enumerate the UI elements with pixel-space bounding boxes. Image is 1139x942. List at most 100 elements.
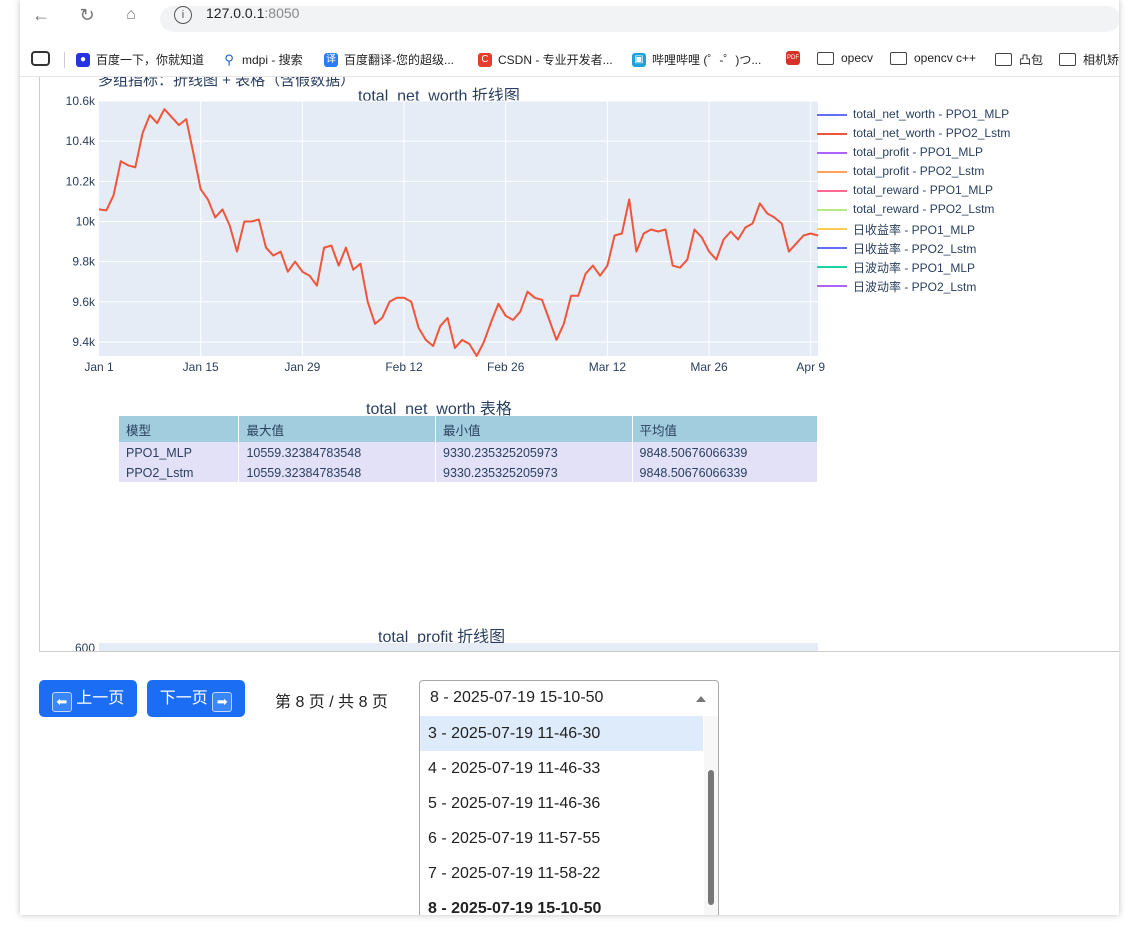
net-worth-line-chart[interactable]: 9.4k 9.6k 9.8k 10k 10.2k 10.4k 10.6k Jan 12023 J… bbox=[40, 77, 840, 377]
pdf-icon: PDF bbox=[786, 51, 800, 65]
bookmark-mdpi-search[interactable]: ⚲ mdpi - 搜索 bbox=[222, 51, 302, 68]
x-tick-label: Feb 26 bbox=[487, 360, 525, 374]
reload-icon[interactable]: ↻ bbox=[79, 5, 95, 25]
dropdown-arrow-icon[interactable] bbox=[696, 696, 706, 702]
x-tick-label: Apr 9 bbox=[796, 360, 825, 374]
prev-page-button[interactable]: ⬅ 上一页 bbox=[39, 680, 137, 717]
table-row: PPO2_Lstm 10559.32384783548 9330.235325205… bbox=[119, 462, 819, 482]
bookmark-folder-opecv[interactable]: opecv bbox=[817, 51, 873, 65]
dropdown-scroll-thumb[interactable] bbox=[708, 770, 714, 905]
arrow-right-icon: ➡ bbox=[212, 692, 233, 712]
dropdown-scrollbar[interactable] bbox=[704, 716, 718, 915]
legend-swatch bbox=[817, 228, 847, 230]
x-tick-label: Jan 29 bbox=[284, 360, 320, 374]
dropdown-option[interactable]: 6 - 2025-07-19 11-57-55 bbox=[428, 830, 601, 847]
legend-swatch bbox=[817, 171, 847, 173]
next-chart-plot-bg bbox=[99, 643, 818, 651]
address-bar[interactable]: i 127.0.0.1:8050 bbox=[160, 5, 1119, 32]
legend-label: total_net_worth - PPO1_MLP bbox=[853, 107, 1010, 121]
page-heading: 多组指标：折线图 + 表格（含假数据） bbox=[98, 77, 356, 89]
x-tick-label: Feb 12 bbox=[385, 360, 423, 374]
y-tick-label: 9.6k bbox=[72, 295, 96, 309]
y-tick-label: 10.4k bbox=[66, 134, 96, 148]
folder-icon bbox=[1059, 53, 1076, 66]
bookmark-pdf[interactable]: PDF bbox=[786, 51, 806, 65]
legend-label: total_profit - PPO1_MLP bbox=[853, 145, 984, 159]
site-info-icon[interactable]: i bbox=[174, 6, 192, 24]
table-cell: PPO1_MLP bbox=[119, 442, 240, 462]
table-cell: 10559.32384783548 bbox=[238, 442, 436, 462]
run-select-menu[interactable]: 8 - 2025-07-19 15-10-50 7 - 2025-07-19 11… bbox=[419, 716, 719, 915]
legend-swatch bbox=[817, 133, 847, 135]
table-cell: 9330.235325205973 bbox=[435, 442, 633, 462]
table-header-cell: 平均值 bbox=[632, 416, 819, 442]
legend-label: total_reward - PPO1_MLP bbox=[853, 183, 994, 197]
next-page-button[interactable]: 下一页 ➡ bbox=[147, 680, 245, 717]
x-tick-label: Jan 15 bbox=[183, 360, 219, 374]
baidu-paw-icon: ● bbox=[76, 52, 90, 67]
page-content: 多组指标：折线图 + 表格（含假数据） total_net_worth 折线图 … bbox=[20, 77, 1119, 915]
legend-swatch bbox=[817, 114, 847, 116]
dropdown-option[interactable]: 5 - 2025-07-19 11-46-36 bbox=[428, 795, 601, 812]
browser-window: ← ↻ ⌂ i 127.0.0.1:8050 ● 百度一下，你就知道 ⚲ mdpi … bbox=[20, 0, 1119, 915]
y-tick-label: 10.2k bbox=[66, 174, 96, 188]
run-select-value: 8 - 2025-07-19 15-10-50 bbox=[430, 689, 604, 706]
table-header-cell: 最小值 bbox=[435, 416, 633, 442]
bookmark-csdn[interactable]: C CSDN - 专业开发者... bbox=[478, 51, 613, 68]
plot-background bbox=[99, 101, 818, 356]
translate-icon: 译 bbox=[324, 52, 338, 67]
stats-table: 模型 最大值 最小值 平均值 PPO1_MLP 10559.32384783548 933… bbox=[119, 416, 819, 482]
dropdown-option[interactable]: 4 - 2025-07-19 11-46-33 bbox=[428, 760, 601, 777]
home-icon[interactable]: ⌂ bbox=[126, 6, 136, 23]
dropdown-option[interactable]: 7 - 2025-07-19 11-58-22 bbox=[428, 865, 601, 882]
y-tick-label: 9.4k bbox=[72, 335, 96, 349]
table-cell: 9330.235325205973 bbox=[435, 462, 633, 482]
y-tick-label: 10k bbox=[76, 214, 96, 228]
series-line-ppo2-lstm[interactable] bbox=[98, 108, 819, 357]
bookmark-baidu[interactable]: ● 百度一下，你就知道 bbox=[76, 51, 204, 68]
legend-label: 日波动率 - PPO1_MLP bbox=[853, 261, 976, 275]
table-cell: 10559.32384783548 bbox=[238, 462, 436, 482]
table-header-cell: 模型 bbox=[119, 416, 240, 442]
folder-icon bbox=[890, 51, 907, 65]
dropdown-option[interactable]: 3 - 2025-07-19 11-46-30 bbox=[420, 716, 703, 751]
back-arrow-icon[interactable]: ← bbox=[32, 5, 50, 25]
legend-swatch bbox=[817, 247, 847, 249]
csdn-icon: C bbox=[478, 52, 492, 67]
next-chart-title: total_profit 折线图 bbox=[378, 629, 506, 646]
page-indicator: 第 8 页 / 共 8 页 bbox=[275, 694, 388, 711]
reading-list-icon[interactable] bbox=[31, 51, 50, 66]
y-tick-label: 9.8k bbox=[72, 255, 96, 269]
next-chart-y-tick: 600 bbox=[75, 641, 96, 652]
table-cell: 9848.50676066339 bbox=[632, 442, 819, 462]
next-page-label: 下一页 bbox=[159, 690, 208, 707]
legend-label: 日波动率 - PPO2_Lstm bbox=[853, 280, 977, 294]
legend-swatch bbox=[817, 266, 847, 268]
dash-graph-area: 多组指标：折线图 + 表格（含假数据） total_net_worth 折线图 … bbox=[39, 77, 1119, 652]
legend-swatch bbox=[817, 152, 847, 154]
dropdown-option[interactable]: 8 - 2025-07-19 15-10-50 bbox=[428, 900, 602, 915]
bookmark-folder-opencv-cpp[interactable]: opencv c++ bbox=[890, 51, 976, 65]
bookmark-bilibili[interactable]: ▣ 哔哩哔哩 (゜-゜)つ... bbox=[632, 51, 761, 68]
x-tick-label: Jan 1 bbox=[84, 360, 114, 374]
bookmark-folder-convex-hull[interactable]: 凸包 bbox=[995, 51, 1043, 68]
bookmark-folder-camera-calibration[interactable]: 相机矫正 bbox=[1059, 51, 1119, 68]
x-tick-label: Mar 12 bbox=[589, 360, 627, 374]
legend-label: total_net_worth - PPO2_Lstm bbox=[853, 126, 1011, 140]
run-select[interactable]: 8 - 2025-07-19 15-10-50 bbox=[419, 680, 719, 718]
folder-icon bbox=[817, 51, 834, 65]
x-tick-label: Mar 26 bbox=[690, 360, 728, 374]
bookmarks-divider bbox=[64, 52, 65, 68]
legend-label: total_profit - PPO2_Lstm bbox=[853, 164, 985, 178]
legend-label: total_reward - PPO2_Lstm bbox=[853, 202, 995, 216]
bookmark-baidu-translate[interactable]: 译百度翻译-您的超级... bbox=[324, 52, 454, 67]
browser-toolbar: ← ↻ ⌂ i 127.0.0.1:8050 bbox=[20, 0, 1119, 40]
arrow-left-icon: ⬅ bbox=[51, 692, 72, 712]
y-tick-label: 10.6k bbox=[66, 94, 96, 108]
bilibili-icon: ▣ bbox=[632, 52, 646, 67]
legend-swatch bbox=[817, 209, 847, 211]
table-title: total_net_worth 表格 bbox=[366, 401, 512, 418]
legend-label: 日收益率 - PPO1_MLP bbox=[853, 223, 976, 237]
url-text[interactable]: 127.0.0.1:8050 bbox=[206, 5, 300, 21]
legend-swatch bbox=[817, 190, 847, 192]
